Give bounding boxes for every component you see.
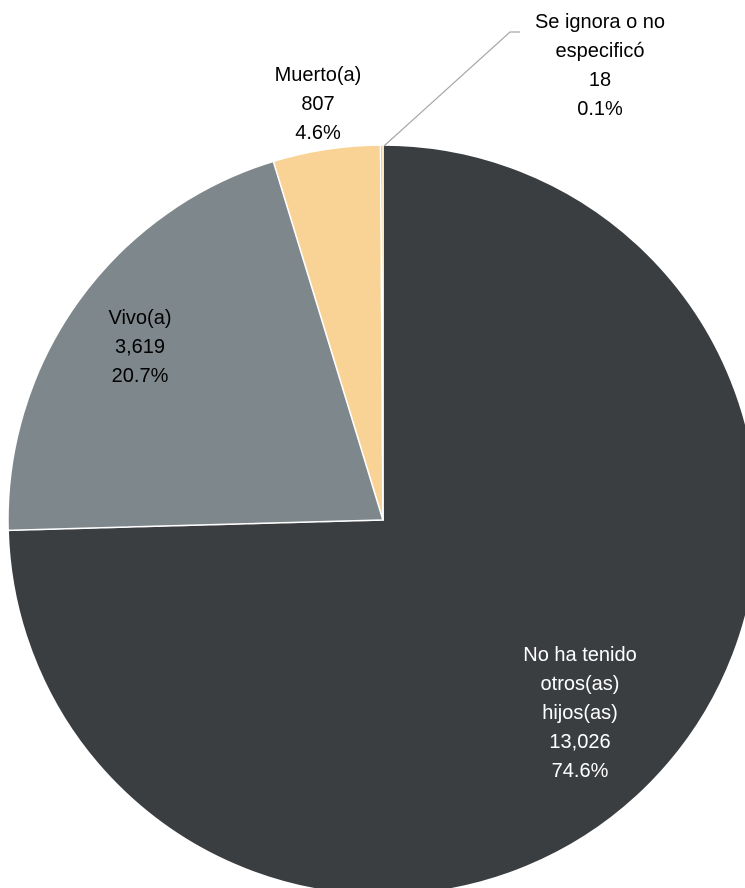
pie-slice — [379, 144, 384, 521]
value-label: 3,619 — [114, 336, 166, 358]
slice-label: Muerto(a) 807 4.6% — [243, 61, 393, 148]
percentage-label: 20.7% — [111, 365, 169, 387]
slice-label: Se ignora o no especificó 18 0.1% — [515, 8, 685, 124]
value-label: 13,026 — [549, 731, 611, 753]
pie-slice — [7, 144, 745, 888]
percentage-label: 0.1% — [577, 98, 623, 120]
pie-slice — [7, 160, 385, 532]
value-label: 807 — [301, 93, 335, 115]
slice-label: Vivo(a) 3,619 20.7% — [70, 304, 210, 391]
value-label: 18 — [588, 69, 612, 91]
percentage-label: 74.6% — [551, 760, 609, 782]
category: Vivo(a) — [108, 307, 172, 329]
category: No ha tenido otros(as) hijos(as) — [523, 644, 637, 724]
category: Muerto(a) — [274, 64, 362, 86]
leader-line — [383, 31, 520, 147]
slice-label: No ha tenido otros(as) hijos(as) 13,026 74… — [505, 641, 655, 786]
category: Se ignora o no especificó — [534, 11, 666, 62]
percentage-label: 4.6% — [295, 122, 341, 144]
